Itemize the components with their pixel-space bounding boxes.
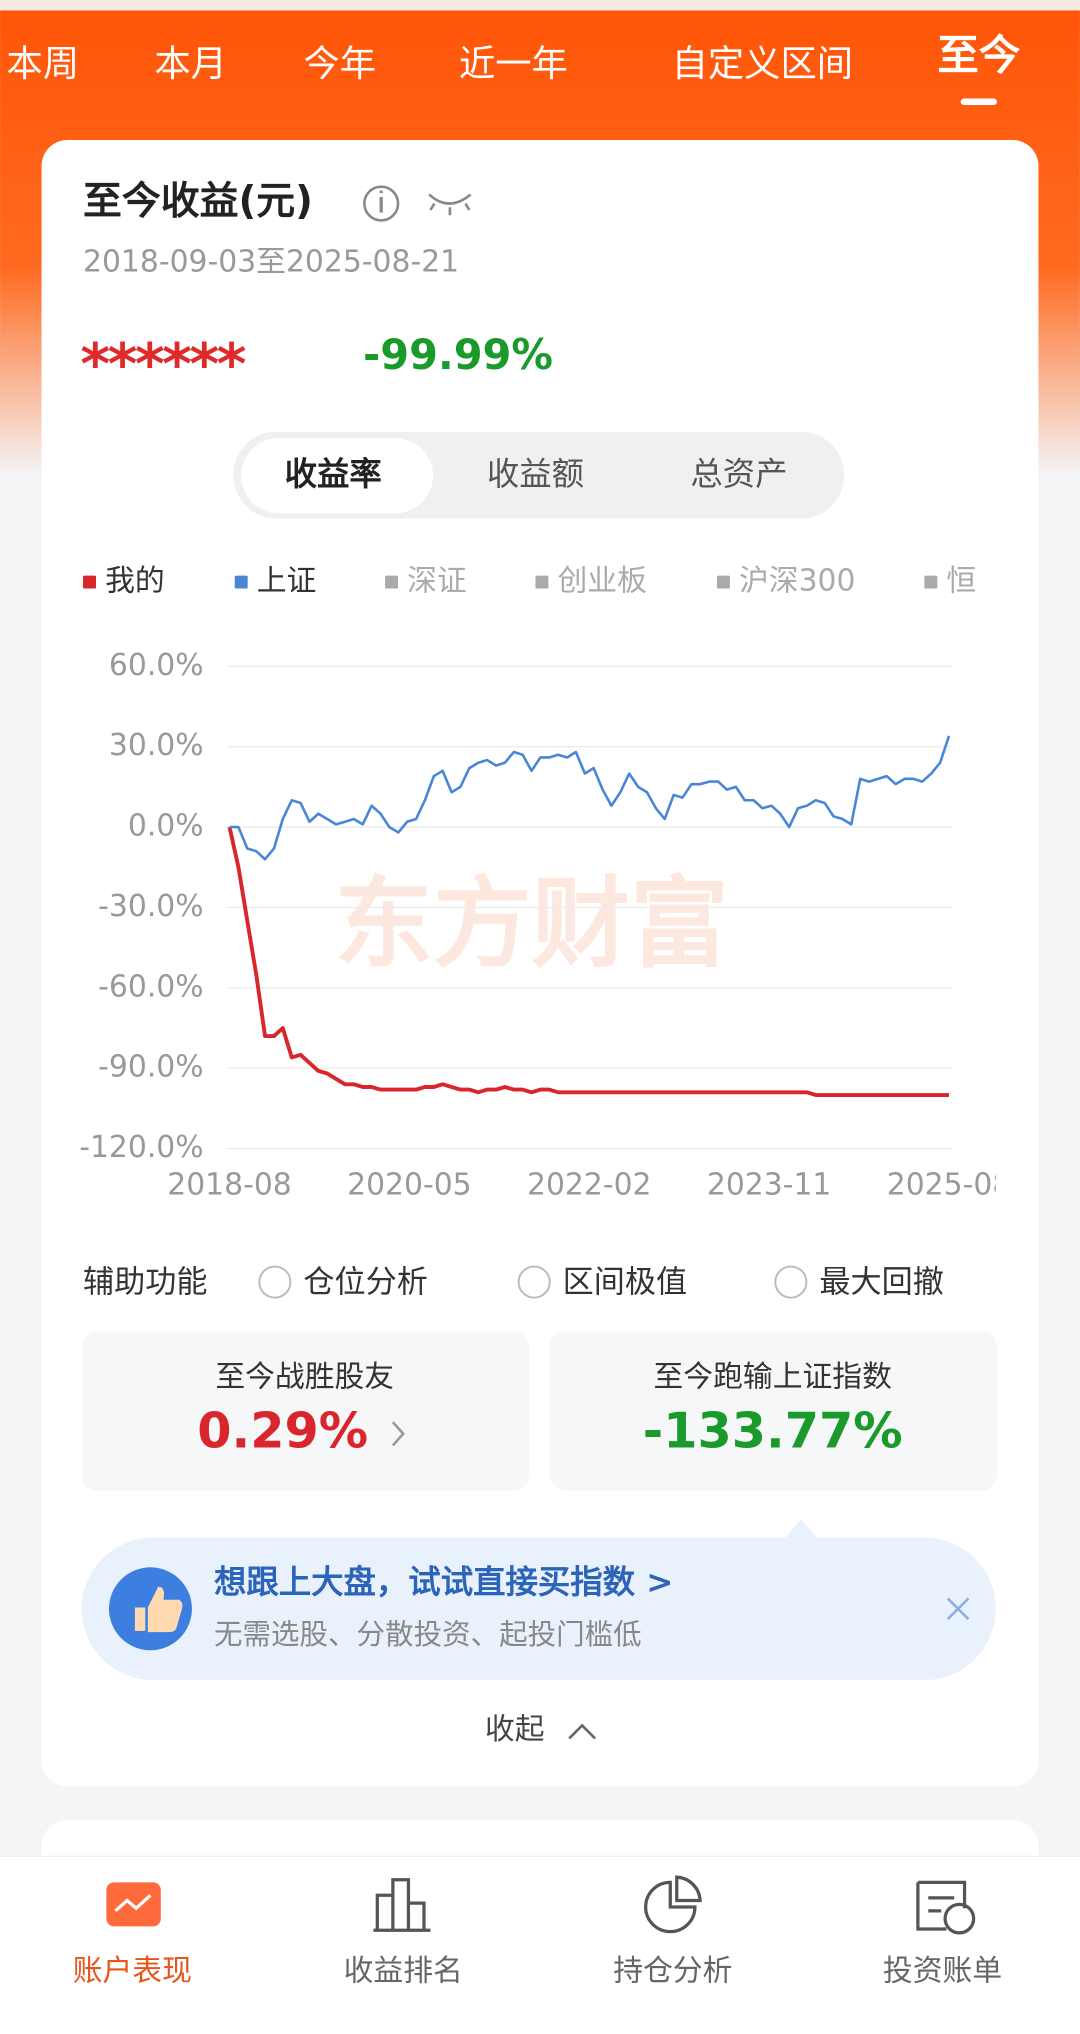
nav-icon [916,1880,967,1931]
thumb-icon [134,1586,183,1633]
nav-label[interactable]: 持仓分析 [613,1953,732,1988]
aux-label: 辅助功能 [83,1264,207,1300]
chevron [391,1421,405,1447]
x-tick-label: 2023-11 [707,1168,832,1203]
watermark: 东方财富 [335,868,729,982]
legend-swatch [535,575,549,589]
segment[interactable]: 收益率 [285,455,382,493]
legend-label[interactable]: 恒 [946,564,976,599]
x-tick-label: 2020-05 [347,1168,471,1203]
aux-option[interactable]: 区间极值 [563,1264,687,1300]
info-icon[interactable] [363,185,400,222]
x-tick-label: 2025-08 [887,1168,1012,1203]
legend-label[interactable]: 沪深300 [739,564,855,599]
aux-option[interactable]: 仓位分析 [303,1264,427,1300]
radio[interactable] [774,1265,808,1299]
tab[interactable]: 今年 [303,42,376,85]
line-series [227,826,950,1097]
nav-icon [644,1875,702,1934]
x-tick-label: 2022-02 [527,1168,652,1203]
banner[interactable] [81,1537,996,1681]
stat-box[interactable] [81,1331,529,1491]
tab[interactable]: 本月 [154,42,227,85]
radio[interactable] [258,1265,292,1299]
legend-label[interactable]: 创业板 [558,564,647,599]
stat-label: 至今跑输上证指数 [654,1360,892,1395]
y-tick-label: 60.0% [109,648,204,683]
collapse[interactable]: 收起 [485,1712,545,1747]
stat-label: 至今战胜股友 [215,1360,394,1395]
bottom-nav [0,1856,1080,2034]
legend-swatch [234,575,248,589]
stat-value: 0.29% [197,1401,368,1459]
banner-pointer [783,1519,820,1541]
legend-label[interactable]: 上证 [257,564,317,599]
legend-label[interactable]: 我的 [105,564,165,599]
return-rate: -99.99% [363,330,553,379]
nav-icon [373,1878,431,1932]
x-axis: 2018-08 2020-05 2022-02 2023-11 2025-08 [167,1168,1012,1203]
segment[interactable]: 总资产 [690,455,787,493]
y-tick-label: -90.0% [98,1050,203,1085]
aux-option[interactable]: 最大回撤 [819,1264,943,1300]
card-title: 至今收益(元) [83,179,313,224]
nav-icon [943,1902,976,1935]
tab[interactable]: 至今 [937,30,1020,79]
date-range: 2018-09-03至2025-08-21 [83,245,459,280]
stat-value: -133.77% [643,1401,903,1459]
y-tick-label: -60.0% [98,969,203,1004]
eye-icon[interactable] [428,193,472,216]
legend-swatch [385,575,399,589]
tab-indicator [960,98,997,106]
legend-swatch [716,575,730,589]
nav-label[interactable]: 账户表现 [73,1953,192,1988]
legend-label[interactable]: 深证 [407,564,467,599]
y-tick-label: 0.0% [128,809,204,844]
status-bar [0,0,1080,11]
radio[interactable] [517,1265,551,1299]
tab[interactable]: 自定义区间 [672,42,853,85]
line-series [229,735,951,861]
tab[interactable]: 近一年 [459,42,568,85]
legend-swatch [924,575,938,589]
banner-title: 想跟上大盘，试试直接买指数 > [214,1563,673,1601]
nav-label[interactable]: 投资账单 [883,1953,1002,1988]
tab[interactable]: 本周 [7,42,80,85]
legend: 我的 上证 深证 创业板 沪深300 恒 [83,564,976,599]
nav-label[interactable]: 收益排名 [344,1953,463,1988]
y-tick-label: -120.0% [79,1130,203,1165]
segment-active [241,438,434,514]
legend-swatch [83,575,96,589]
masked-amount: ****** [80,332,245,398]
nav-icon-line [114,1894,152,1913]
banner-subtitle: 无需选股、分散投资、起投门槛低 [214,1618,642,1651]
close-icon[interactable] [946,1597,970,1621]
y-tick-label: 30.0% [109,728,204,763]
segment[interactable]: 收益额 [487,455,584,493]
y-tick-label: -30.0% [98,889,203,924]
x-tick-label: 2018-08 [167,1168,292,1203]
stat-box [549,1331,997,1491]
collapse-chevron [568,1723,597,1740]
